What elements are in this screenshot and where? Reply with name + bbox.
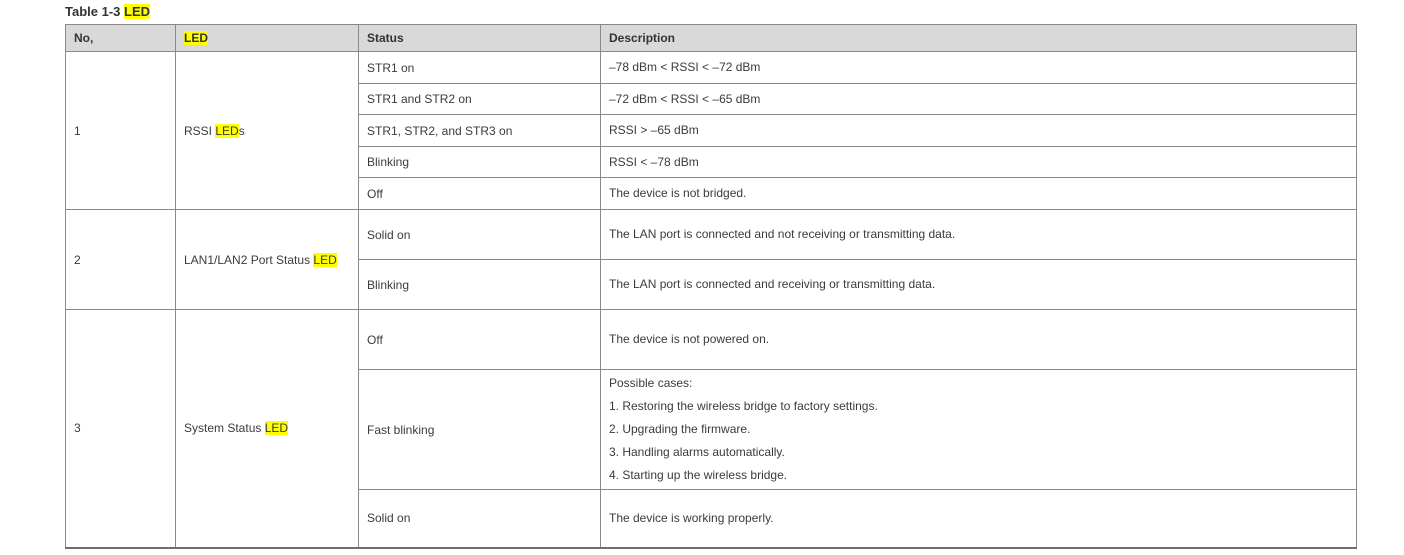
led-status-table: No, LED Status Description 1 RSSI LEDs STR1 o… bbox=[65, 24, 1357, 549]
led-name-cell: LAN1/LAN2 Port Status LED bbox=[175, 209, 359, 310]
text-segment: Table 1-3 bbox=[65, 4, 125, 19]
description-cell: The device is not bridged. bbox=[600, 177, 1357, 210]
table-caption: Table 1-3 LED bbox=[65, 0, 1404, 24]
status-cell: Solid on bbox=[358, 209, 601, 260]
column-header-led: LED bbox=[175, 24, 359, 52]
description-cell: The LAN port is connected and receiving … bbox=[600, 259, 1357, 310]
description-cell: The device is not powered on. bbox=[600, 309, 1357, 370]
table-row: Blinking The LAN port is connected and re… bbox=[66, 259, 1357, 310]
column-header-description: Description bbox=[600, 24, 1357, 52]
table-row: STR1, STR2, and STR3 on RSSI > –65 dBm bbox=[66, 114, 1357, 147]
led-name-cell: System Status LED bbox=[175, 309, 359, 548]
description-line: Possible cases: bbox=[609, 376, 693, 390]
status-cell: Off bbox=[358, 177, 601, 210]
row-number-cell: 2 bbox=[65, 209, 176, 310]
status-cell: Off bbox=[358, 309, 601, 370]
status-cell: Solid on bbox=[358, 489, 601, 548]
description-line: 1. Restoring the wireless bridge to fact… bbox=[609, 399, 878, 413]
text-segment: System Status bbox=[184, 421, 265, 436]
description-line: The device is not bridged. bbox=[609, 186, 747, 200]
status-cell: STR1, STR2, and STR3 on bbox=[358, 114, 601, 147]
text-segment: Description bbox=[609, 31, 676, 45]
text-segment: LAN1/LAN2 Port Status bbox=[184, 252, 314, 267]
text-segment: Status bbox=[367, 31, 404, 45]
status-cell: Fast blinking bbox=[358, 369, 601, 490]
status-cell: STR1 and STR2 on bbox=[358, 83, 601, 115]
column-header-no: No, bbox=[65, 24, 176, 52]
description-line: The LAN port is connected and not receiv… bbox=[609, 227, 956, 241]
search-highlight: LED bbox=[264, 421, 289, 436]
row-number-cell: 1 bbox=[65, 51, 176, 210]
description-cell: –78 dBm < RSSI < –72 dBm bbox=[600, 51, 1357, 84]
text-segment: s bbox=[238, 123, 245, 138]
table-row: Fast blinking Possible cases: 1. Restoring… bbox=[66, 369, 1357, 490]
description-cell: Possible cases: 1. Restoring the wireless… bbox=[600, 369, 1357, 490]
table-row: 3 System Status LED Off The device is not p… bbox=[65, 309, 1357, 548]
table-row: Off The device is not bridged. bbox=[66, 177, 1357, 210]
description-line: 4. Starting up the wireless bridge. bbox=[609, 468, 788, 482]
description-line: RSSI > –65 dBm bbox=[609, 123, 699, 137]
text-segment: RSSI bbox=[184, 123, 216, 138]
search-highlight: LED bbox=[184, 31, 208, 45]
description-line: –78 dBm < RSSI < –72 dBm bbox=[609, 60, 761, 74]
table-row: Solid on The device is working properly. bbox=[66, 489, 1357, 548]
description-line: The device is working properly. bbox=[609, 510, 774, 525]
description-cell: RSSI < –78 dBm bbox=[600, 146, 1357, 178]
description-line: 3. Handling alarms automatically. bbox=[609, 445, 785, 459]
status-cell: STR1 on bbox=[358, 51, 601, 84]
table-row: Blinking RSSI < –78 dBm bbox=[66, 146, 1357, 178]
description-line: The device is not powered on. bbox=[609, 332, 770, 346]
description-line: 2. Upgrading the firmware. bbox=[609, 422, 751, 436]
table-header-row: No, LED Status Description bbox=[65, 24, 1357, 52]
description-line: The LAN port is connected and receiving … bbox=[609, 277, 936, 291]
table-row: 2 LAN1/LAN2 Port Status LED Solid on The LA… bbox=[65, 209, 1357, 310]
table-row: 1 RSSI LEDs STR1 on –78 dBm < RSSI < –72 dB… bbox=[65, 51, 1357, 210]
search-highlight: LED bbox=[124, 4, 151, 19]
row-number-cell: 3 bbox=[65, 309, 176, 548]
status-cell: Blinking bbox=[358, 259, 601, 310]
description-line: RSSI < –78 dBm bbox=[609, 154, 699, 169]
table-body: 1 RSSI LEDs STR1 on –78 dBm < RSSI < –72 dB… bbox=[65, 51, 1357, 548]
search-highlight: LED bbox=[215, 123, 239, 138]
description-line: –72 dBm < RSSI < –65 dBm bbox=[609, 91, 761, 106]
table-row: No, LED Status Description bbox=[65, 24, 1357, 52]
text-segment: No, bbox=[74, 31, 94, 45]
description-cell: –72 dBm < RSSI < –65 dBm bbox=[600, 83, 1357, 115]
column-header-status: Status bbox=[358, 24, 601, 52]
status-cell: Blinking bbox=[358, 146, 601, 178]
led-name-cell: RSSI LEDs bbox=[175, 51, 359, 210]
description-cell: RSSI > –65 dBm bbox=[600, 114, 1357, 147]
description-cell: The LAN port is connected and not receiv… bbox=[600, 209, 1357, 260]
table-row: STR1 and STR2 on –72 dBm < RSSI < –65 dBm bbox=[66, 83, 1357, 115]
search-highlight: LED bbox=[313, 252, 337, 267]
description-cell: The device is working properly. bbox=[600, 489, 1357, 548]
